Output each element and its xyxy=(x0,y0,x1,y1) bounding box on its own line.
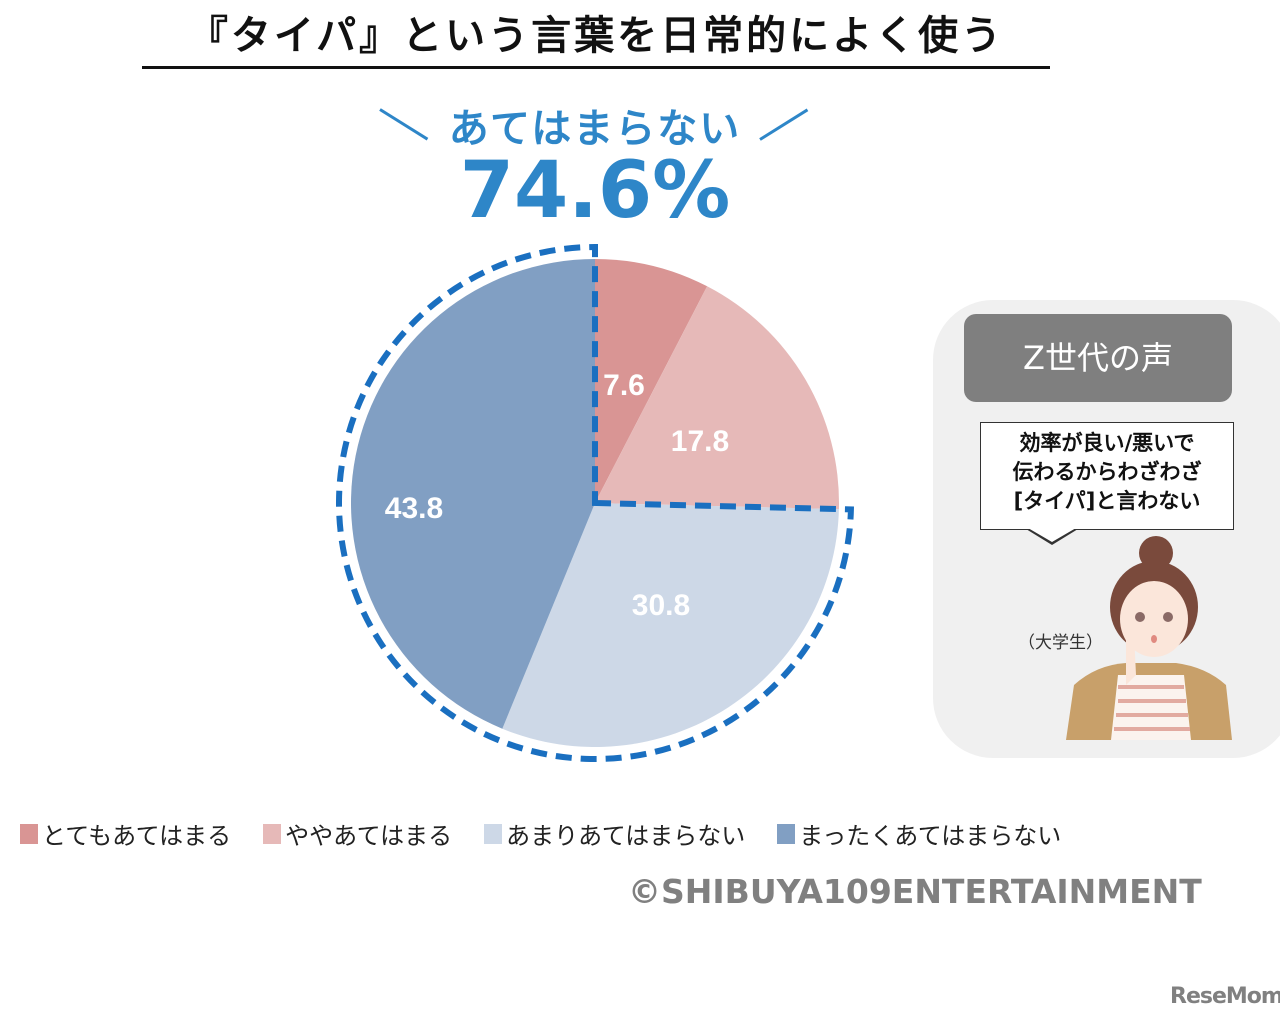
copyright-credit: ©SHIBUYA109ENTERTAINMENT xyxy=(628,872,1202,911)
pie-slice xyxy=(595,286,839,510)
bubble-tail-fill xyxy=(1028,528,1076,542)
legend-swatch xyxy=(777,823,796,844)
legend-item: まったくあてはまらない xyxy=(777,816,1061,851)
data-label: 30.8 xyxy=(632,589,690,622)
speaker-label: （大学生） xyxy=(1018,633,1103,653)
legend-item: とてもあてはまる xyxy=(20,816,231,851)
legend-label: あまりあてはまらない xyxy=(506,822,746,850)
legend: とてもあてはまる ややあてはまる あまりあてはまらない まったくあてはまらない xyxy=(20,816,1061,851)
girl-illustration xyxy=(1066,536,1232,740)
quote-line: [タイパ]と言わない xyxy=(1013,489,1201,513)
resemom-logo: ReseMom xyxy=(1170,984,1280,1009)
voice-heading: Z世代の声 xyxy=(964,314,1232,402)
data-label: 7.6 xyxy=(603,369,645,402)
chart-title: 『タイパ』という言葉を日常的によく使う xyxy=(142,10,1050,69)
speech-bubble: 効率が良い/悪いで 伝わるからわざわざ [タイパ]と言わない xyxy=(980,422,1234,530)
data-label: 43.8 xyxy=(385,492,443,525)
legend-item: ややあてはまる xyxy=(263,816,452,851)
pie-slice xyxy=(595,259,708,503)
pie-slice xyxy=(351,259,595,729)
highlight-value: 74.6% xyxy=(459,146,731,236)
legend-label: まったくあてはまらない xyxy=(799,822,1062,850)
legend-swatch xyxy=(20,823,38,844)
legend-label: とてもあてはまる xyxy=(42,822,232,850)
legend-swatch xyxy=(484,823,503,844)
data-label: 17.8 xyxy=(671,425,729,458)
legend-label: ややあてはまる xyxy=(285,822,453,850)
highlight-label: あてはまらない xyxy=(448,106,742,152)
quote-line: 効率が良い/悪いで xyxy=(1019,431,1195,455)
quote-line: 伝わるからわざわざ xyxy=(1012,460,1202,484)
pie-slice xyxy=(502,503,839,747)
legend-item: あまりあてはまらない xyxy=(484,816,745,851)
highlight-dashed-outline xyxy=(336,243,855,762)
legend-swatch xyxy=(263,823,282,844)
